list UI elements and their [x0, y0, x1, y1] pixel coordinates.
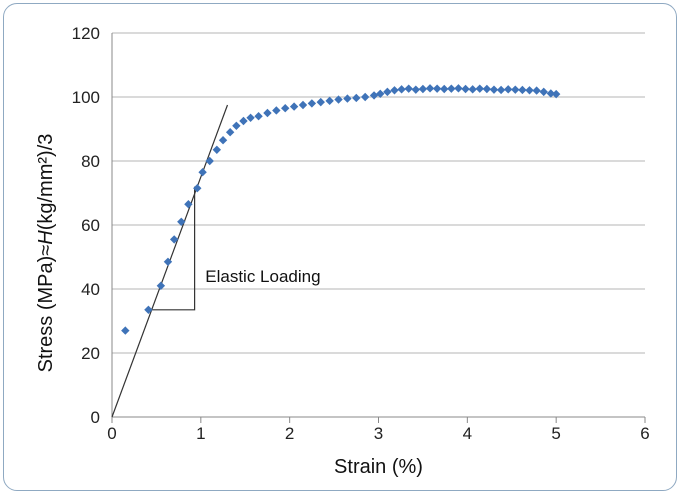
data-point: [193, 184, 202, 193]
data-point: [551, 89, 561, 99]
y-tick-label: 100: [72, 88, 100, 107]
y-tick-label: 40: [81, 280, 100, 299]
data-point: [184, 200, 193, 209]
data-point: [390, 86, 399, 95]
x-tick-label: 3: [374, 424, 383, 443]
data-point: [177, 217, 186, 226]
data-point: [360, 92, 370, 102]
y-axis-title-part-3: (kg/mm²)/3: [35, 134, 57, 231]
y-tick-label: 120: [72, 24, 100, 43]
data-point: [418, 84, 428, 94]
data-point: [518, 85, 527, 95]
data-point: [225, 128, 235, 137]
data-point: [307, 99, 317, 108]
y-axis-title-part-1: Stress (MPa)≈: [35, 245, 57, 373]
data-point: [383, 87, 392, 97]
data-point: [325, 96, 334, 106]
data-point: [440, 84, 449, 94]
data-points: [121, 84, 561, 335]
x-tick-label: 1: [196, 424, 205, 443]
data-point: [411, 85, 421, 94]
data-point: [121, 326, 130, 335]
data-point: [169, 235, 179, 244]
data-point: [447, 84, 456, 93]
gridlines: [112, 32, 645, 354]
data-point: [281, 104, 290, 113]
data-point: [343, 94, 352, 103]
data-point: [454, 84, 463, 93]
y-tick-label: 20: [81, 344, 100, 363]
data-point: [246, 113, 255, 122]
data-point: [397, 85, 406, 94]
data-point: [205, 156, 214, 166]
data-point: [546, 89, 556, 98]
axes: [111, 33, 646, 423]
data-point: [369, 91, 379, 100]
data-point: [404, 84, 413, 93]
data-point: [218, 136, 228, 145]
data-point: [425, 84, 435, 93]
data-point: [503, 85, 513, 94]
data-point: [212, 145, 222, 154]
y-axis-title: Stress (MPa)≈H(kg/mm²)/3: [35, 134, 57, 373]
data-point: [239, 116, 248, 126]
x-tick-label: 4: [463, 424, 472, 443]
data-point: [198, 168, 207, 177]
data-point: [316, 97, 325, 107]
data-point: [272, 106, 281, 115]
y-tick-label: 0: [91, 408, 100, 427]
x-tick-label: 0: [107, 424, 116, 443]
elastic-loading-annotation: Elastic Loading: [205, 267, 320, 286]
tick-labels: 0 20 40 60 80 100 120 0 1 2 3 4 5 6: [72, 24, 650, 443]
data-point: [156, 281, 166, 290]
y-tick-label: 60: [81, 216, 100, 235]
data-point: [144, 305, 153, 314]
y-tick-label: 80: [81, 152, 100, 171]
data-point: [496, 85, 506, 95]
data-point: [376, 89, 385, 98]
x-axis-title: Strain (%): [334, 456, 423, 478]
data-point: [334, 95, 343, 104]
y-axis-title-part-2: H: [35, 230, 57, 245]
data-point: [489, 85, 499, 94]
data-point: [263, 108, 272, 118]
data-point: [289, 102, 299, 111]
x-tick-label: 5: [551, 424, 560, 443]
data-point: [298, 100, 308, 110]
data-point: [539, 87, 548, 97]
slope-triangle: [148, 186, 196, 311]
x-tick-label: 2: [285, 424, 294, 443]
data-point: [532, 86, 541, 95]
x-tick-label: 6: [640, 424, 649, 443]
data-point: [232, 121, 241, 130]
data-point: [511, 85, 520, 94]
data-point: [461, 84, 470, 94]
data-point: [163, 257, 173, 266]
data-point: [482, 84, 492, 94]
data-point: [432, 84, 442, 93]
data-point: [525, 86, 534, 95]
data-point: [352, 93, 361, 103]
data-point: [254, 112, 263, 121]
data-point: [475, 84, 484, 93]
data-point: [468, 85, 477, 94]
